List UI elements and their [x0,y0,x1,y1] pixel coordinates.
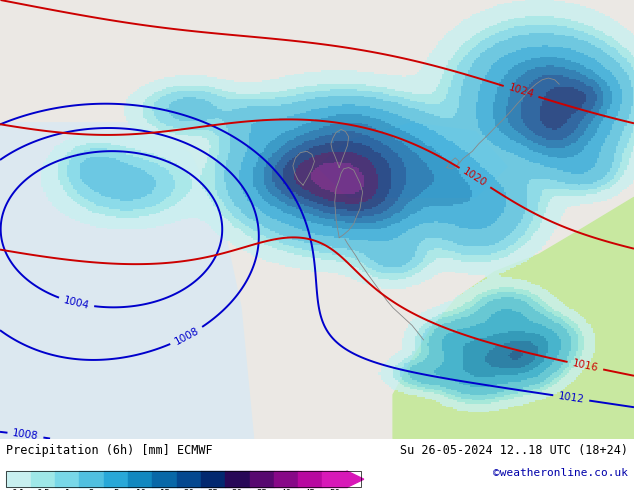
Bar [176,471,201,488]
Bar [55,471,79,488]
Bar [79,471,103,488]
Polygon shape [347,471,364,488]
Text: Su 26-05-2024 12..18 UTC (18+24): Su 26-05-2024 12..18 UTC (18+24) [399,444,628,457]
Bar [323,471,347,488]
Text: 1020: 1020 [461,166,489,189]
Polygon shape [0,123,254,439]
Text: 1008: 1008 [172,326,200,347]
Bar [6,471,30,488]
Bar [30,471,55,488]
Polygon shape [393,197,634,439]
Bar [250,471,274,488]
Bar [274,471,298,488]
Bar [128,471,152,488]
Bar [152,471,176,488]
Bar [298,471,323,488]
Text: 1016: 1016 [571,358,599,373]
Bar [103,471,128,488]
Text: 1008: 1008 [12,428,39,441]
Text: 1012: 1012 [557,391,585,405]
Text: ©weatheronline.co.uk: ©weatheronline.co.uk [493,468,628,478]
Bar [225,471,250,488]
Text: Precipitation (6h) [mm] ECMWF: Precipitation (6h) [mm] ECMWF [6,444,213,457]
Bar [6,471,361,488]
Text: 1004: 1004 [62,295,90,311]
Polygon shape [317,123,507,197]
Bar [201,471,225,488]
Text: 1024: 1024 [507,83,535,100]
